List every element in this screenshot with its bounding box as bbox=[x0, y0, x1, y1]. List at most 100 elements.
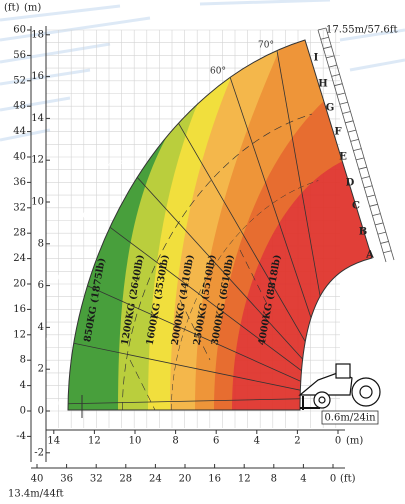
ft-tick-label: 36 bbox=[60, 474, 73, 485]
ladder-rung bbox=[323, 46, 332, 49]
ladder-rung bbox=[331, 74, 340, 77]
m-unit: (m) bbox=[24, 3, 41, 14]
m-tick-label: 8 bbox=[38, 238, 44, 249]
angle-line bbox=[68, 339, 339, 399]
extension-line bbox=[129, 359, 161, 410]
ft-tick-label: 0 bbox=[330, 474, 336, 485]
ft-tick-label: 32 bbox=[90, 474, 103, 485]
ladder-rung bbox=[353, 148, 362, 152]
m-tick-label: -2 bbox=[34, 447, 44, 458]
ladder-rung bbox=[358, 166, 367, 170]
ladder-rung bbox=[342, 111, 351, 114]
ft-tick-label: 28 bbox=[119, 474, 132, 485]
front-offset: 0.6m/24in bbox=[324, 413, 376, 424]
ft-tick-label: -4 bbox=[16, 431, 26, 442]
m-tick-label: 0 bbox=[38, 406, 44, 417]
extension-line bbox=[239, 249, 271, 311]
ladder-rung bbox=[375, 222, 384, 226]
boom-angle: 0° bbox=[58, 400, 68, 410]
ladder-rung bbox=[347, 129, 357, 133]
ft-tick-label: 60 bbox=[13, 25, 26, 36]
angle-line bbox=[94, 215, 339, 399]
extension-mark: A bbox=[365, 250, 374, 261]
boom-angle: 20° bbox=[52, 274, 68, 284]
extension-mark: C bbox=[352, 201, 360, 212]
ft-tick-label: 4 bbox=[20, 380, 26, 391]
ladder-rung bbox=[336, 92, 346, 96]
extension-mark: D bbox=[346, 178, 355, 189]
m-tick-label: 12 bbox=[88, 436, 101, 447]
m-tick-label: 12 bbox=[31, 155, 44, 166]
m-tick-label: 2 bbox=[38, 364, 44, 375]
boom-angle: 10° bbox=[40, 336, 56, 346]
m-tick-label: 14 bbox=[47, 436, 60, 447]
background-streaks bbox=[0, 0, 405, 142]
max-reach: 13.4m/44ft bbox=[8, 489, 64, 500]
ladder-rung bbox=[383, 250, 392, 254]
offset-box bbox=[321, 410, 379, 425]
boom-angle: 70° bbox=[258, 41, 274, 51]
boom-angle: 40° bbox=[108, 161, 124, 171]
extension-arc bbox=[171, 180, 319, 410]
m-tick-label: 4 bbox=[254, 436, 260, 447]
ft-tick-label: 28 bbox=[13, 228, 26, 239]
envelope-outline bbox=[67, 39, 373, 411]
m-tick-label: 14 bbox=[31, 113, 44, 124]
ladder-rung bbox=[377, 231, 386, 235]
angle-line bbox=[68, 397, 339, 405]
m-tick-label: 16 bbox=[31, 71, 44, 82]
boom-angle: 50° bbox=[154, 108, 170, 118]
extension-arc bbox=[122, 113, 313, 410]
m-tick-label: 10 bbox=[129, 436, 142, 447]
m-tick-label: 2 bbox=[294, 436, 300, 447]
ft-tick-label: 8 bbox=[271, 474, 277, 485]
ft-tick-label: 44 bbox=[13, 126, 26, 137]
m-tick-label: 8 bbox=[172, 436, 178, 447]
ft-tick-label: 36 bbox=[13, 177, 26, 188]
ladder-rung bbox=[345, 120, 354, 124]
extension-mark: G bbox=[326, 103, 335, 114]
extension-mark: H bbox=[318, 79, 327, 90]
extension-line bbox=[179, 299, 211, 361]
ft-tick-label: 0 bbox=[20, 406, 26, 417]
ladder-rung bbox=[361, 176, 370, 179]
ft-tick-label: 16 bbox=[13, 304, 26, 315]
ft-tick-label: 20 bbox=[179, 474, 192, 485]
extension-mark: I bbox=[314, 53, 319, 64]
ft-tick-label: 40 bbox=[13, 152, 26, 163]
ft-tick-label: 12 bbox=[238, 474, 251, 485]
ft-tick-label: 12 bbox=[13, 329, 26, 340]
ft-tick-label: 32 bbox=[13, 202, 26, 213]
ladder-rung bbox=[339, 101, 348, 105]
extension-mark: B bbox=[359, 227, 367, 238]
ladder-rung bbox=[369, 203, 378, 207]
ladder-rung bbox=[350, 138, 359, 142]
ladder-rung bbox=[334, 83, 343, 87]
m-tick-label: 6 bbox=[38, 280, 44, 291]
boom-angle: 30° bbox=[77, 212, 93, 222]
ft-unit: (ft) bbox=[4, 3, 20, 14]
boom-angle: 60° bbox=[210, 67, 226, 77]
ladder-rung bbox=[326, 55, 335, 59]
ft-tick-label: 24 bbox=[149, 474, 162, 485]
ft-tick-label: 8 bbox=[20, 355, 26, 366]
telehandler-icon bbox=[298, 363, 381, 410]
m-tick-label: 6 bbox=[213, 436, 219, 447]
m-tick-label: 10 bbox=[31, 197, 44, 208]
extension-mark: F bbox=[334, 127, 341, 138]
ladder-rung bbox=[380, 241, 389, 244]
ladder-rung bbox=[355, 157, 365, 161]
ft-tick-label: 20 bbox=[13, 279, 26, 290]
ft-tick-label: 16 bbox=[208, 474, 221, 485]
extension-mark: E bbox=[339, 152, 347, 163]
m-unit: (m) bbox=[346, 436, 363, 447]
ladder-rung bbox=[328, 64, 337, 68]
angle-line bbox=[69, 277, 339, 399]
ft-tick-label: 48 bbox=[13, 101, 26, 112]
ft-tick-label: 52 bbox=[13, 75, 26, 86]
ladder-rung bbox=[317, 27, 327, 31]
m-tick-label: 0 bbox=[335, 436, 341, 447]
m-tick-label: 4 bbox=[38, 322, 44, 333]
ft-unit: (ft) bbox=[340, 474, 356, 485]
ladder-rung bbox=[366, 194, 376, 198]
